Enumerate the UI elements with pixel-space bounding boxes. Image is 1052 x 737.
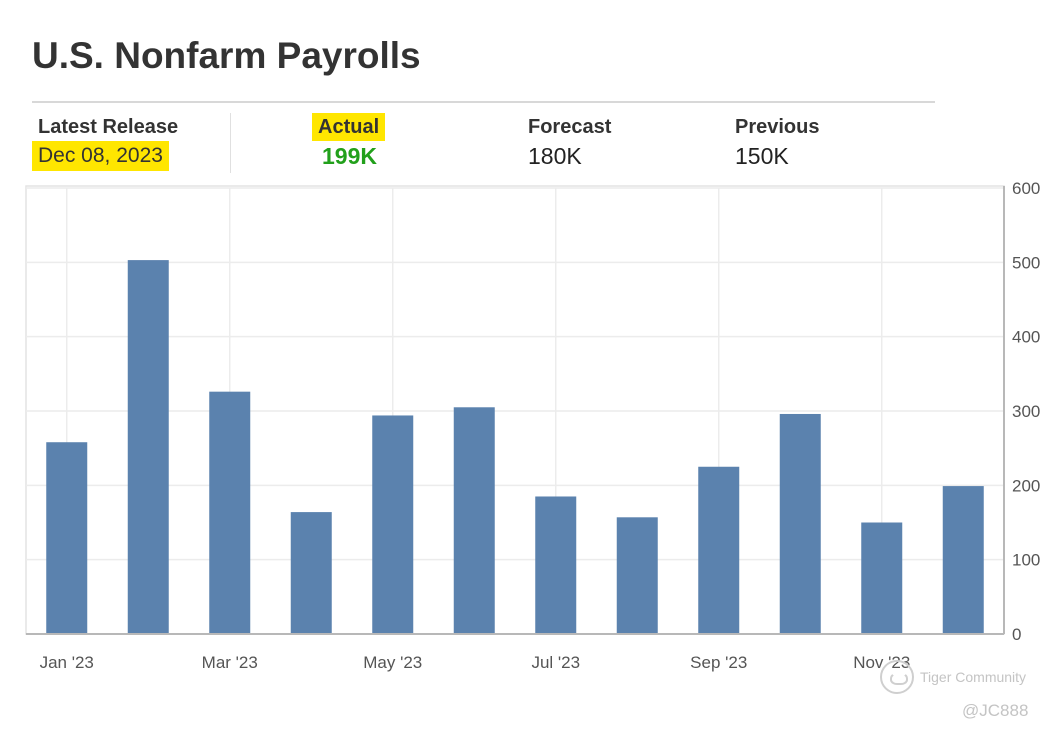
x-tick-label: Jul '23 <box>531 653 580 672</box>
watermark: Tiger Community <box>880 660 1026 694</box>
bar <box>453 407 495 634</box>
previous-label: Previous <box>735 116 820 138</box>
actual-stat: Actual 199K <box>312 113 386 171</box>
bar <box>209 391 251 634</box>
bar <box>698 466 740 634</box>
latest-release-stat: Latest Release Dec 08, 2023 <box>32 113 178 171</box>
y-tick-label: 100 <box>1012 551 1040 570</box>
latest-release-label: Latest Release <box>38 116 179 138</box>
actual-label: Actual <box>312 113 386 141</box>
bar <box>616 517 658 634</box>
forecast-label: Forecast <box>528 116 612 138</box>
forecast-value: 180K <box>528 143 582 169</box>
x-tick-label: Sep '23 <box>690 653 747 672</box>
watermark-user: @JC888 <box>962 701 1029 720</box>
bar <box>372 415 414 634</box>
latest-release-value: Dec 08, 2023 <box>32 141 169 171</box>
title-divider <box>32 101 935 103</box>
x-tick-label: May '23 <box>363 653 422 672</box>
y-tick-label: 400 <box>1012 328 1040 347</box>
bar <box>535 496 577 634</box>
y-tick-label: 200 <box>1012 476 1040 495</box>
y-tick-label: 300 <box>1012 402 1040 421</box>
y-tick-label: 500 <box>1012 253 1040 272</box>
x-tick-label: Mar '23 <box>202 653 258 672</box>
actual-value: 199K <box>322 143 377 169</box>
bar <box>861 522 903 634</box>
bar <box>46 442 88 634</box>
y-tick-label: 600 <box>1012 179 1040 198</box>
bar <box>127 260 169 634</box>
y-tick-label: 0 <box>1012 625 1021 644</box>
page-title: U.S. Nonfarm Payrolls <box>32 35 421 76</box>
stats-divider <box>230 113 231 173</box>
previous-value: 150K <box>735 143 789 169</box>
bar <box>290 512 332 634</box>
watermark-brand: Tiger Community <box>920 669 1027 685</box>
previous-stat: Previous 150K <box>735 113 819 171</box>
plot-frame <box>25 185 1005 635</box>
bar <box>942 486 984 634</box>
bar <box>779 413 821 634</box>
forecast-stat: Forecast 180K <box>528 113 611 171</box>
x-tick-label: Jan '23 <box>40 653 94 672</box>
tiger-logo-icon <box>880 660 914 694</box>
